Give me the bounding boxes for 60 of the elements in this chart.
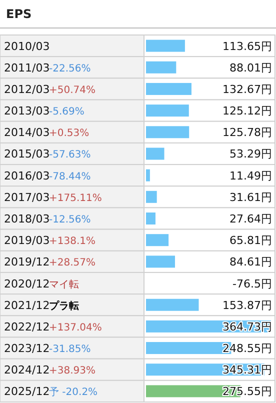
data-label: 53.29円 [230, 148, 272, 161]
y-tick-label: 2018/03 [4, 212, 50, 226]
data-label: 88.01円 [230, 61, 272, 74]
y-tick-label: 2021/12 [4, 298, 50, 312]
y-tick-label: 2010/03 [4, 40, 50, 53]
y-tick-label: 2012/03 [4, 82, 50, 96]
text: -76.5円 [232, 277, 272, 290]
bar [146, 234, 169, 246]
text: +50.74% [49, 84, 96, 96]
bar [146, 148, 164, 160]
text: +137.04% [49, 322, 102, 334]
data-label: 125.78円 [222, 126, 272, 140]
text: -5.69% [49, 106, 84, 118]
data-label: 125.12円 [222, 104, 272, 118]
y-tick-label: 2016/03 [4, 169, 50, 182]
bar [146, 169, 150, 182]
data-label: 65.81円 [230, 234, 272, 248]
data-label: 31.61円 [230, 190, 272, 204]
y-tick-label: 2022/12 [4, 320, 50, 334]
data-label: 364.73円 [222, 320, 272, 334]
bar [146, 256, 175, 268]
y-tick-label: 2011/03 [4, 61, 50, 74]
y-tick-label: 2023/12 [4, 342, 50, 356]
bar [146, 190, 157, 203]
text: プラ転 [49, 300, 79, 312]
y-tick-label: 2024/12 [4, 364, 50, 377]
y-tick-label: 2014/03 [4, 126, 50, 140]
text: +138.1% [49, 236, 96, 248]
text: -12.56% [49, 214, 91, 226]
bar [146, 298, 199, 311]
y-tick-label: 2020/12 [4, 277, 50, 290]
y-tick-label: 2019/12 [4, 256, 50, 269]
text: 予 -20.2% [49, 387, 98, 398]
text: +175.11% [49, 192, 102, 204]
text: -78.44% [49, 171, 91, 182]
data-label: 84.61円 [230, 256, 272, 269]
text: マイ転 [49, 279, 79, 290]
bar [146, 126, 190, 138]
text: -31.85% [49, 344, 91, 356]
text: EPS [6, 7, 32, 21]
data-label: 132.67円 [222, 82, 272, 96]
bar [146, 212, 156, 224]
text: +28.57% [49, 258, 96, 269]
bar [146, 82, 192, 95]
y-tick-label: 2017/03 [4, 190, 50, 204]
data-label: 153.87円 [222, 298, 272, 312]
y-tick-label: 2015/03 [4, 148, 50, 161]
text: +0.53% [49, 128, 90, 140]
text: -22.56% [49, 63, 91, 74]
data-label: 11.49円 [230, 169, 272, 182]
data-label: 27.64円 [230, 212, 272, 226]
y-tick-label: 2013/03 [4, 104, 50, 118]
text: +38.93% [49, 366, 96, 377]
y-tick-label: 2019/03 [4, 234, 50, 248]
bar [146, 40, 185, 52]
bar [146, 61, 176, 74]
text: -57.63% [49, 150, 91, 161]
bar [146, 104, 189, 117]
y-tick-label: 2025/12 [4, 385, 50, 398]
data-label: 113.65円 [222, 40, 272, 53]
